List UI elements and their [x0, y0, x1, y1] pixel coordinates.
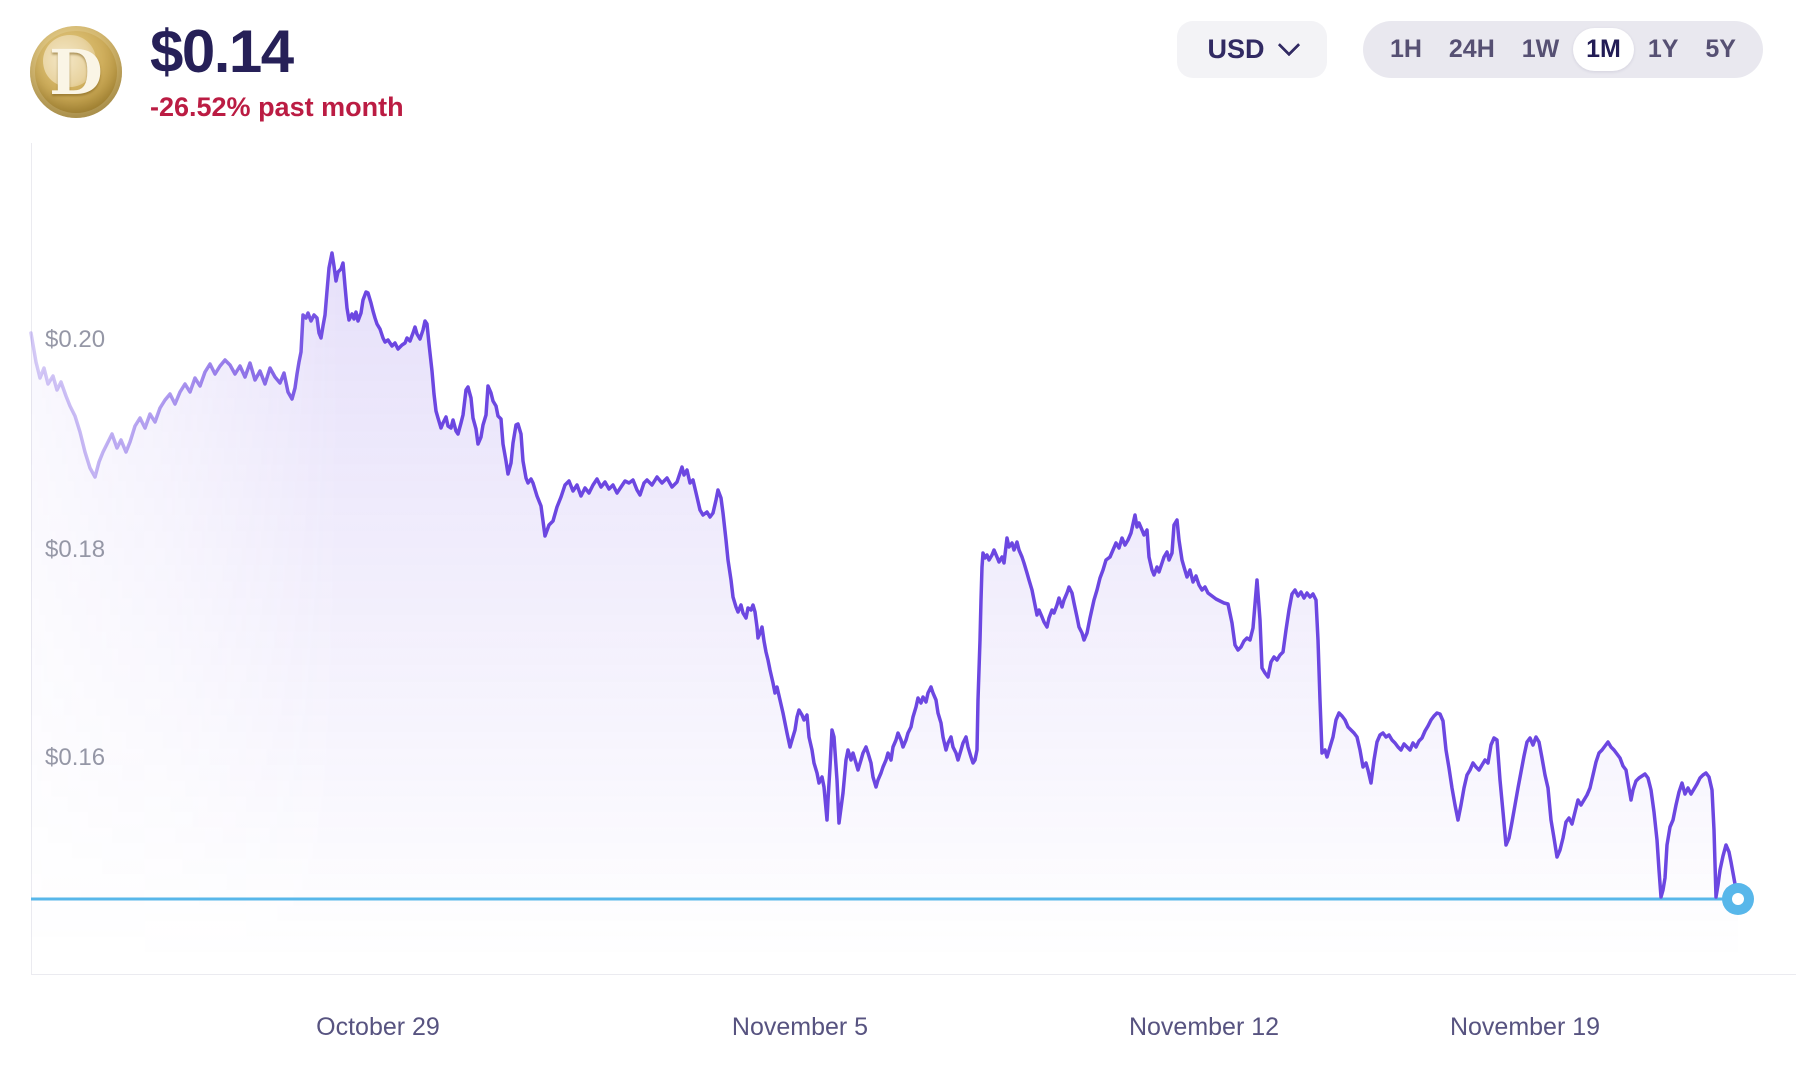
range-button-1m[interactable]: 1M — [1573, 28, 1634, 71]
y-tick-label: $0.16 — [45, 744, 106, 771]
x-tick-label: November 5 — [731, 1013, 869, 1041]
range-button-24h[interactable]: 24H — [1436, 28, 1508, 71]
x-tick-label: November 12 — [1128, 1013, 1280, 1041]
range-button-5y[interactable]: 5Y — [1692, 28, 1749, 71]
range-selector[interactable]: 1H 24H 1W 1M 1Y 5Y — [1363, 21, 1763, 78]
range-button-1h[interactable]: 1H — [1377, 28, 1435, 71]
dogecoin-icon: D — [30, 26, 122, 118]
range-button-1y[interactable]: 1Y — [1635, 28, 1692, 71]
currency-label: USD — [1207, 34, 1265, 64]
y-tick-label: $0.18 — [45, 536, 106, 563]
y-tick-label: $0.20 — [45, 326, 106, 353]
chart-area-fill — [31, 253, 1738, 975]
currency-dropdown[interactable]: USD — [1177, 21, 1327, 78]
price-line[interactable] — [29, 251, 1740, 899]
range-button-1w[interactable]: 1W — [1509, 28, 1573, 71]
dogecoin-letter: D — [49, 35, 103, 109]
current-price-dot-center — [1732, 893, 1744, 905]
current-price: $0.14 — [150, 18, 294, 85]
x-tick-label: November 19 — [1449, 1013, 1601, 1041]
price-change: -26.52% past month — [150, 92, 404, 122]
x-tick-label: October 29 — [316, 1013, 440, 1041]
